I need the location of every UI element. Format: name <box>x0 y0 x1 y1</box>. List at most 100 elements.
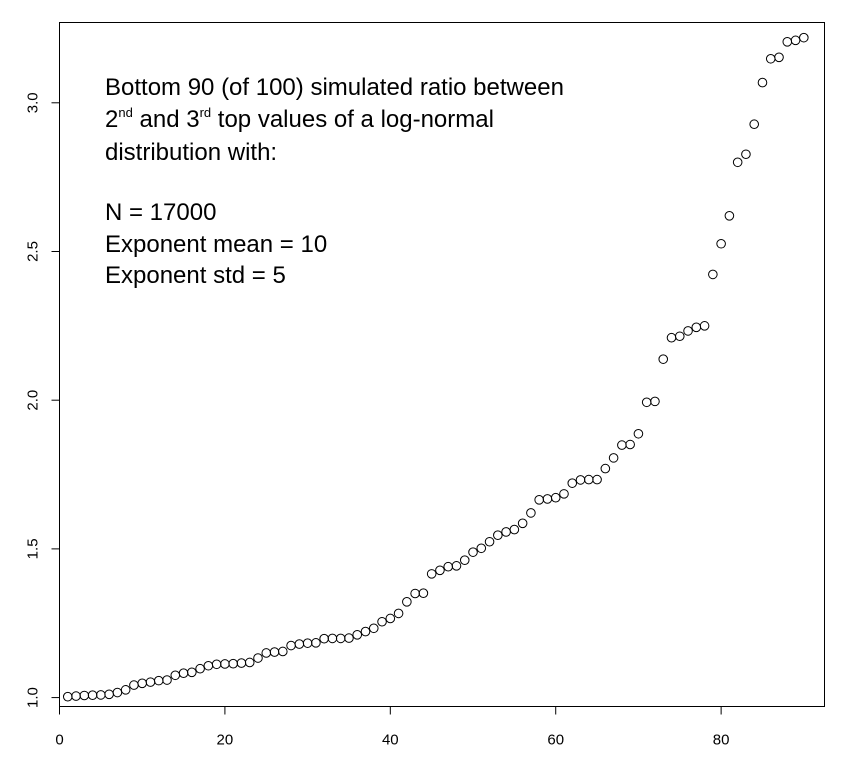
data-point <box>724 211 735 221</box>
data-point <box>294 639 305 649</box>
data-point <box>418 588 429 598</box>
data-point <box>87 690 98 700</box>
data-point <box>236 658 247 668</box>
data-point <box>517 518 528 529</box>
data-point <box>269 647 280 657</box>
data-point <box>170 670 181 681</box>
data-point <box>600 463 611 474</box>
x-tick-label: 20 <box>217 732 234 749</box>
data-point <box>319 633 329 644</box>
data-point <box>187 667 197 678</box>
data-point <box>195 663 205 674</box>
x-tick-label: 40 <box>382 732 399 749</box>
data-point <box>244 657 255 668</box>
data-point <box>211 659 222 670</box>
data-point <box>608 453 619 463</box>
annotation-line-2: 2nd and 3rd top values of a log-normal <box>105 105 494 133</box>
data-point <box>732 157 743 168</box>
data-point <box>443 561 454 572</box>
annotation-line-5: Exponent mean = 10 <box>105 231 327 258</box>
data-point <box>592 474 602 485</box>
data-point <box>277 646 288 657</box>
data-point <box>286 640 296 651</box>
data-point <box>459 555 470 565</box>
data-point <box>153 675 164 686</box>
data-point <box>71 691 81 701</box>
data-point <box>129 680 139 690</box>
y-tick-label: 1.5 <box>25 538 42 559</box>
data-point <box>493 530 503 541</box>
data-point <box>765 53 776 64</box>
data-point <box>178 668 189 678</box>
x-tick-label: 80 <box>713 732 730 749</box>
data-point <box>790 35 801 46</box>
data-point <box>435 565 445 576</box>
data-point <box>385 613 396 624</box>
y-tick-label: 3.0 <box>25 92 42 113</box>
data-point <box>658 354 669 364</box>
annotation-block: Bottom 90 (of 100) simulated ratio betwe… <box>105 74 564 289</box>
data-point <box>550 492 561 503</box>
annotation-line-6: Exponent std = 5 <box>105 262 286 289</box>
data-point <box>782 37 793 47</box>
y-tick-label: 2.5 <box>25 241 42 262</box>
data-point <box>542 494 553 504</box>
data-point <box>62 691 73 702</box>
data-point <box>583 474 594 485</box>
data-point <box>468 547 478 557</box>
annotation-line-1: Bottom 90 (of 100) simulated ratio betwe… <box>105 74 564 101</box>
data-point <box>352 630 363 640</box>
data-point <box>501 527 511 537</box>
data-point <box>145 677 156 687</box>
data-point <box>575 475 586 485</box>
data-point <box>484 536 495 547</box>
data-point <box>774 52 784 63</box>
data-point <box>617 440 627 450</box>
annotation-line-3: distribution with: <box>105 139 277 166</box>
data-point <box>360 626 371 637</box>
x-tick-label: 60 <box>547 732 564 749</box>
data-point <box>220 659 230 669</box>
data-point <box>335 633 346 644</box>
data-point <box>716 238 726 249</box>
data-point <box>799 32 809 43</box>
data-point <box>162 675 172 685</box>
data-point <box>327 633 338 644</box>
data-point <box>509 524 520 535</box>
data-point <box>120 685 131 695</box>
data-point <box>559 489 569 499</box>
data-point <box>641 397 652 408</box>
data-point <box>228 658 238 669</box>
data-point <box>674 331 685 342</box>
data-point <box>112 687 123 698</box>
x-tick-label: 0 <box>55 732 63 749</box>
data-point <box>567 478 578 488</box>
data-point <box>79 690 90 701</box>
data-point <box>203 660 214 671</box>
data-point <box>368 623 379 634</box>
data-point <box>402 597 412 607</box>
data-point <box>451 561 462 571</box>
data-point <box>666 332 677 343</box>
data-point <box>526 508 536 518</box>
data-point <box>699 321 710 331</box>
data-point <box>683 326 693 336</box>
data-point <box>344 633 354 643</box>
data-point <box>302 638 313 648</box>
data-point <box>311 638 321 648</box>
data-point <box>426 569 437 579</box>
data-points <box>62 32 809 702</box>
data-point <box>691 322 702 333</box>
data-point <box>534 495 544 505</box>
x-axis: 0 20 40 60 80 <box>55 706 730 749</box>
data-point <box>741 149 751 160</box>
data-point <box>650 396 660 407</box>
data-point <box>377 616 387 627</box>
data-point <box>708 269 718 280</box>
data-point <box>633 428 644 439</box>
annotation-line-4: N = 17000 <box>105 199 216 226</box>
data-point <box>261 648 272 658</box>
data-point <box>625 439 635 450</box>
data-point <box>476 543 487 554</box>
